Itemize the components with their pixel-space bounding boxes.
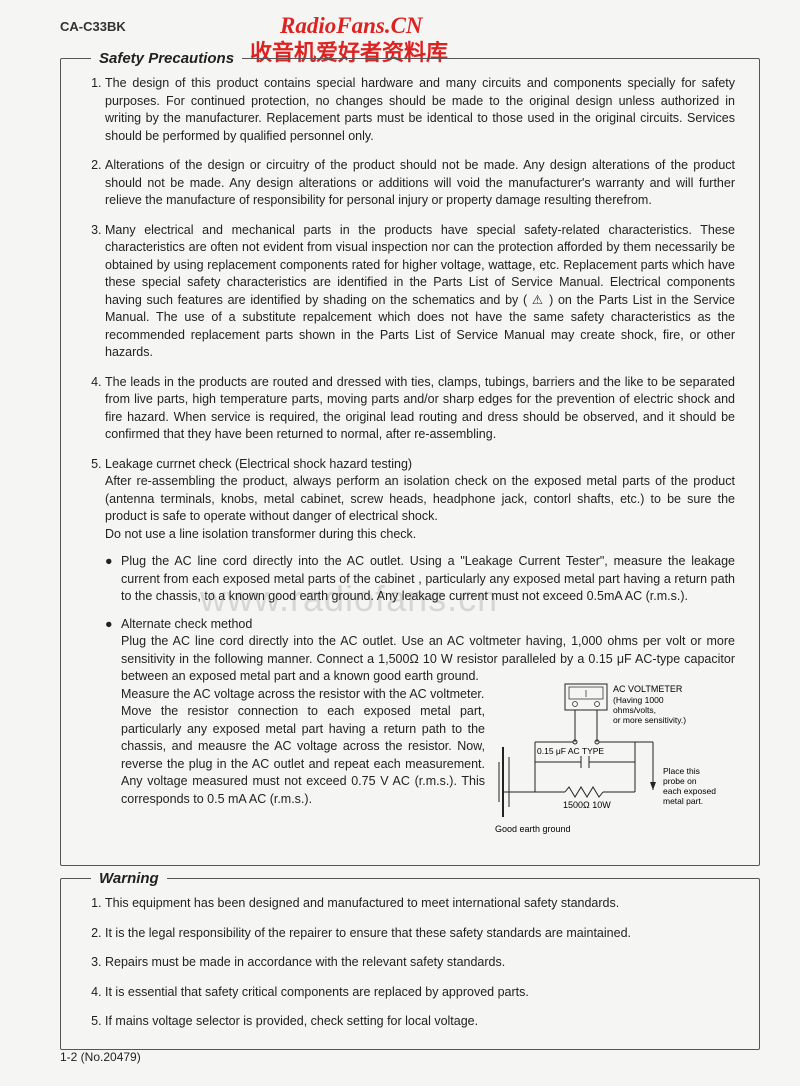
bullet2-p2: Measure the AC voltage across the resist… [121,687,484,701]
safety-item-2: Alterations of the design or circuitry o… [105,157,735,210]
bullet-1: ● Plug the AC line cord directly into th… [105,553,735,606]
probe-label-4: metal part. [663,796,703,806]
warning-item-2: It is the legal responsibility of the re… [105,925,735,943]
item5-p2: Do not use a line isolation transformer … [105,527,416,541]
voltmeter-note1: (Having 1000 [613,695,664,705]
safety-item-4: The leads in the products are routed and… [105,374,735,444]
warning-item-3: Repairs must be made in accordance with … [105,954,735,972]
probe-label-3: each exposed [663,786,716,796]
warning-item-4: It is essential that safety critical com… [105,984,735,1002]
bullet-1-text: Plug the AC line cord directly into the … [121,553,735,606]
page-footer: 1-2 (No.20479) [60,1049,141,1066]
voltmeter-note2: ohms/volts, [613,705,656,715]
bullet2-head: Alternate check method [121,617,252,631]
probe-label-1: Place this [663,766,700,776]
safety-item-3: Many electrical and mechanical parts in … [105,222,735,362]
warning-item-1: This equipment has been designed and man… [105,895,735,913]
bullet-icon: ● [105,553,121,606]
circuit-diagram: AC VOLTMETER (Having 1000 ohms/volts, or… [495,682,735,848]
bullet-2: ● Alternate check method Plug the AC lin… [105,616,735,848]
bullet2-p3: Move the resistor connection to each exp… [121,704,485,806]
resistor-label: 1500Ω 10W [563,800,611,810]
section-title: Warning [91,868,167,889]
bullet-icon: ● [105,616,121,848]
item5-p1: After re-assembling the product, always … [105,474,735,523]
probe-label-2: probe on [663,776,697,786]
safety-precautions-section: Safety Precautions The design of this pr… [60,58,760,866]
section-title: Safety Precautions [91,48,242,69]
voltmeter-note3: or more sensitivity.) [613,715,686,725]
voltmeter-label: AC VOLTMETER [613,684,683,694]
warning-section: Warning This equipment has been designed… [60,878,760,1050]
bullet2-p1: Plug the AC line cord directly into the … [121,634,735,683]
safety-item-1: The design of this product contains spec… [105,75,735,145]
ground-label: Good earth ground [495,824,571,834]
item5-heading: Leakage currnet check (Electrical shock … [105,457,412,471]
safety-item-5: Leakage currnet check (Electrical shock … [105,456,735,848]
cap-label: 0.15 μF AC TYPE [537,746,604,756]
warning-item-5: If mains voltage selector is provided, c… [105,1013,735,1031]
